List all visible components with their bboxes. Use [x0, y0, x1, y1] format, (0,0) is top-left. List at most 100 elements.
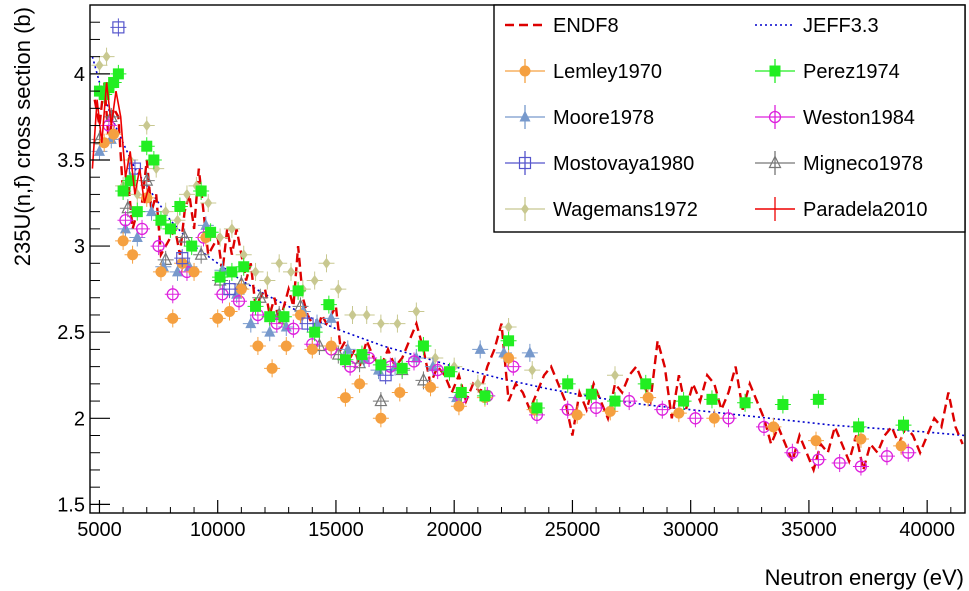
- point-perez1974: [98, 89, 110, 101]
- point-lemley1970: [453, 400, 465, 412]
- point-weston1984: [589, 401, 603, 415]
- point-perez1974: [339, 354, 351, 366]
- legend-label-weston1984: Weston1984: [803, 107, 915, 129]
- y-tick-label: 2: [74, 408, 85, 430]
- point-weston1984: [119, 214, 132, 227]
- point-migneco1978: [140, 172, 154, 186]
- point-weston1984: [722, 412, 735, 425]
- point-weston1984: [431, 363, 444, 377]
- x-tick-label: 25000: [545, 519, 601, 541]
- point-wagemans1972: [334, 283, 343, 295]
- point-perez1974: [323, 299, 335, 311]
- y-tick-label: 2.5: [57, 322, 85, 344]
- point-perez1974: [264, 311, 276, 323]
- legend-label-paradela2010: Paradela2010: [803, 199, 928, 221]
- point-perez1974: [812, 393, 824, 405]
- point-lemley1970: [167, 312, 179, 324]
- point-moore1978: [474, 342, 486, 354]
- point-lemley1970: [375, 412, 387, 424]
- legend-symbol-moore1978: [505, 105, 545, 129]
- point-lemley1970: [855, 433, 867, 445]
- point-moore1978: [245, 317, 257, 329]
- point-perez1974: [148, 154, 160, 166]
- point-lemley1970: [266, 362, 278, 374]
- legend-symbol-weston1984: [755, 105, 795, 129]
- point-perez1974: [250, 300, 262, 312]
- point-wagemans1972: [204, 197, 213, 209]
- point-wagemans1972: [239, 249, 248, 261]
- point-moore1978: [93, 144, 105, 156]
- point-lemley1970: [394, 386, 406, 398]
- point-lemley1970: [354, 378, 366, 390]
- y-tick-label: 1.5: [57, 494, 85, 516]
- point-weston1984: [812, 453, 825, 466]
- point-perez1974: [238, 261, 250, 273]
- series-perez1974: [91, 64, 912, 436]
- point-lemley1970: [117, 235, 129, 247]
- axis-layer: 5000 10000 15000 20000 25000 30000 35000 40000 1…: [57, 21, 955, 541]
- legend-symbol-paradela2010: [755, 197, 795, 221]
- legend-symbol-mostovaya1980: [505, 151, 545, 175]
- point-wagemans1972: [611, 369, 619, 381]
- series-paradela2010: [91, 82, 150, 204]
- point-lemley1970: [188, 266, 200, 278]
- point-lemley1970: [767, 421, 779, 433]
- x-axis-title: Neutron energy (eV): [765, 565, 964, 590]
- point-migneco1978: [312, 338, 326, 352]
- point-weston1984: [152, 239, 165, 253]
- point-lemley1970: [224, 306, 236, 318]
- point-weston1984: [270, 317, 283, 330]
- legend-label-perez1974: Perez1974: [803, 61, 900, 83]
- x-tick-label: 35000: [781, 519, 837, 541]
- legend-symbol-lemley1970: [505, 59, 545, 83]
- legend-marker: [768, 155, 782, 169]
- point-wagemans1972: [322, 257, 331, 269]
- legend-label-moore1978: Moore1978: [553, 107, 654, 129]
- legend-marker: [769, 65, 781, 77]
- point-migneco1978: [374, 393, 388, 407]
- point-lemley1970: [108, 128, 120, 140]
- point-wagemans1972: [161, 206, 170, 218]
- point-lemley1970: [235, 283, 247, 295]
- point-weston1984: [854, 460, 868, 473]
- legend-label-wagemans1972: Wagemans1972: [553, 199, 698, 221]
- point-weston1984: [689, 412, 702, 425]
- point-perez1974: [375, 359, 387, 371]
- legend-label-migneco1978: Migneco1978: [803, 153, 923, 175]
- legend-label-mostovaya1980: Mostovaya1980: [553, 153, 694, 175]
- point-weston1984: [407, 355, 421, 368]
- point-perez1974: [777, 399, 789, 411]
- point-wagemans1972: [412, 306, 421, 318]
- series-weston1984: [100, 116, 917, 476]
- point-lemley1970: [604, 405, 616, 417]
- point-perez1974: [141, 140, 153, 152]
- x-tick-label: 40000: [899, 519, 955, 541]
- point-wagemans1972: [173, 214, 182, 226]
- point-wagemans1972: [102, 51, 111, 63]
- point-lemley1970: [252, 340, 264, 352]
- point-wagemans1972: [348, 309, 357, 321]
- point-weston1984: [135, 222, 149, 236]
- point-mostovaya1980: [176, 252, 189, 265]
- point-perez1974: [531, 402, 543, 414]
- point-wagemans1972: [310, 275, 319, 287]
- point-weston1984: [833, 456, 846, 470]
- legend-label-jeff3-3: JEFF3.3: [803, 15, 879, 37]
- point-perez1974: [214, 271, 226, 283]
- legend-symbol-migneco1978: [755, 151, 795, 175]
- legend-marker: [519, 110, 531, 122]
- x-tick-label: 5000: [77, 519, 122, 541]
- point-lemley1970: [642, 392, 654, 404]
- point-moore1978: [524, 346, 536, 358]
- point-lemley1970: [571, 409, 583, 421]
- point-perez1974: [117, 185, 129, 197]
- x-tick-label: 15000: [308, 519, 364, 541]
- point-weston1984: [902, 446, 915, 459]
- point-weston1984: [656, 403, 669, 416]
- point-perez1974: [455, 386, 467, 398]
- point-perez1974: [278, 311, 290, 323]
- point-perez1974: [112, 68, 124, 80]
- point-lemley1970: [673, 407, 685, 419]
- point-mostovaya1980: [112, 21, 125, 34]
- legend-symbol-perez1974: [755, 59, 795, 83]
